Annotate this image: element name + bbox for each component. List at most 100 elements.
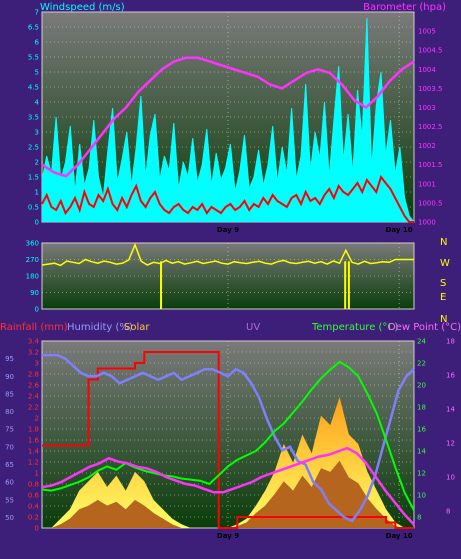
compass-label: S	[440, 278, 446, 289]
barometer-tick: 1001.5	[418, 161, 443, 169]
windspeed-tick: 1	[35, 189, 39, 197]
windspeed-line	[41, 17, 415, 223]
rainfall-tick: 0.2	[28, 514, 39, 522]
compass-label: N	[440, 237, 447, 248]
barometer-tick: 1004.5	[418, 47, 443, 55]
direction-grid	[42, 242, 414, 310]
direction-line	[41, 242, 414, 267]
barometer-tick: 1000.5	[418, 199, 443, 207]
barometer-tick: 1001	[418, 180, 436, 188]
humidity-tick: 95	[5, 355, 14, 363]
rainfall-tick: 1.2	[28, 459, 39, 467]
windspeed-title: Windspeed (m/s)	[40, 2, 125, 13]
barometer-tick: 1003.5	[418, 85, 443, 93]
humidity-tick: 75	[5, 426, 14, 434]
windspeed-tick: 0	[35, 219, 39, 227]
x-tick-label: Day 9	[217, 226, 239, 234]
rainfall-title: Rainfall (mm)	[0, 322, 68, 333]
rainfall-tick: 0.6	[28, 492, 40, 500]
barometer-tick: 1004	[418, 66, 436, 74]
direction-tick: 90	[30, 289, 39, 297]
windspeed-tick: 2.5	[28, 144, 39, 152]
rainfall-tick: 2.2	[28, 404, 39, 412]
dewpoint-tick: 12	[446, 440, 455, 448]
windspeed-tick: 6	[35, 39, 40, 47]
humidity-tick: 55	[5, 496, 14, 504]
x-tick-label: Day 9	[217, 532, 239, 540]
direction-tick: 180	[26, 273, 39, 281]
wind-axis: 0 0.5 1 1.5 2 2.5 3 3.5 4 4.5 5 5.5 6 6.5 7 1000 1000.5 1…	[28, 9, 443, 235]
temperature-title: Temperature (°C)	[311, 322, 398, 333]
dewpoint-tick: 10	[446, 474, 455, 482]
windspeed-tick: 0.5	[28, 204, 39, 212]
rainfall-tick: 1.4	[28, 448, 40, 456]
temperature-tick: 12	[417, 470, 426, 478]
temperature-tick: 16	[417, 426, 426, 434]
rainfall-tick: 2.6	[28, 382, 40, 390]
dewpoint-tick: 18	[446, 338, 455, 346]
humidity-line	[42, 353, 415, 523]
wind-grid	[42, 11, 414, 223]
barometer-line	[41, 56, 415, 178]
dewpoint-title: Dew Point (°C)	[388, 322, 461, 333]
wind-series	[41, 17, 415, 223]
temperature-tick: 18	[417, 404, 426, 412]
x-tick-label: Day 10	[386, 532, 413, 540]
barometer-title: Barometer (hpa)	[363, 2, 446, 13]
direction-tick: 270	[26, 256, 39, 264]
temperature-tick: 8	[417, 514, 421, 522]
windspeed-tick: 6.5	[28, 24, 39, 32]
temperature-tick: 22	[417, 360, 426, 368]
windspeed-tick: 2	[35, 159, 39, 167]
direction-series	[41, 242, 414, 309]
temperature-series	[41, 351, 415, 529]
rainfall-tick: 0	[35, 525, 39, 533]
barometer-tick: 1000	[418, 219, 436, 227]
barometer-tick: 1005	[418, 28, 436, 36]
temperature-line	[41, 360, 415, 511]
uv-title: UV	[246, 322, 260, 333]
windspeed-tick: 3	[35, 129, 39, 137]
direction-tick: 0	[35, 306, 39, 314]
compass-label: W	[440, 258, 450, 269]
humidity-tick: 90	[5, 373, 14, 381]
gust-line	[41, 174, 414, 223]
temperature-tick: 14	[417, 448, 426, 456]
dewpoint-tick: 14	[446, 406, 455, 414]
dewpoint-tick: 16	[446, 372, 455, 380]
compass-label: N	[440, 314, 447, 325]
barometer-tick: 1003	[418, 104, 436, 112]
dewpoint-line	[41, 446, 415, 526]
temperature-tick: 24	[417, 338, 426, 346]
barometer-tick: 1002	[418, 142, 436, 150]
windspeed-tick: 1.5	[28, 174, 39, 182]
x-tick-label: Day 10	[386, 226, 413, 234]
humidity-tick: 50	[5, 514, 14, 522]
uv-area	[42, 460, 414, 528]
humidity-tick: 60	[5, 479, 14, 487]
rainfall-tick: 0.8	[28, 481, 39, 489]
direction-tick: 360	[26, 240, 39, 248]
dewpoint-tick: 8	[446, 508, 450, 516]
windspeed-tick: 3.5	[28, 114, 39, 122]
rainfall-tick: 1.6	[28, 437, 40, 445]
humidity-title: Humidity (%)	[67, 322, 133, 333]
rainfall-tick: 0.4	[28, 503, 40, 511]
windspeed-tick: 5	[35, 69, 39, 77]
rainfall-tick: 3.4	[28, 338, 40, 346]
windspeed-tick: 4	[35, 99, 40, 107]
rainfall-tick: 3.2	[28, 349, 39, 357]
rainfall-tick: 1.8	[28, 426, 39, 434]
rainfall-tick: 2	[35, 415, 39, 423]
humidity-tick: 70	[5, 443, 14, 451]
rainfall-tick: 2.4	[28, 393, 40, 401]
temperature-tick: 20	[417, 382, 426, 390]
compass-label: E	[440, 292, 446, 303]
rainfall-tick: 1	[35, 470, 39, 478]
temperature-tick: 10	[417, 492, 426, 500]
humidity-tick: 80	[5, 408, 14, 416]
rainfall-tick: 2.8	[28, 371, 39, 379]
